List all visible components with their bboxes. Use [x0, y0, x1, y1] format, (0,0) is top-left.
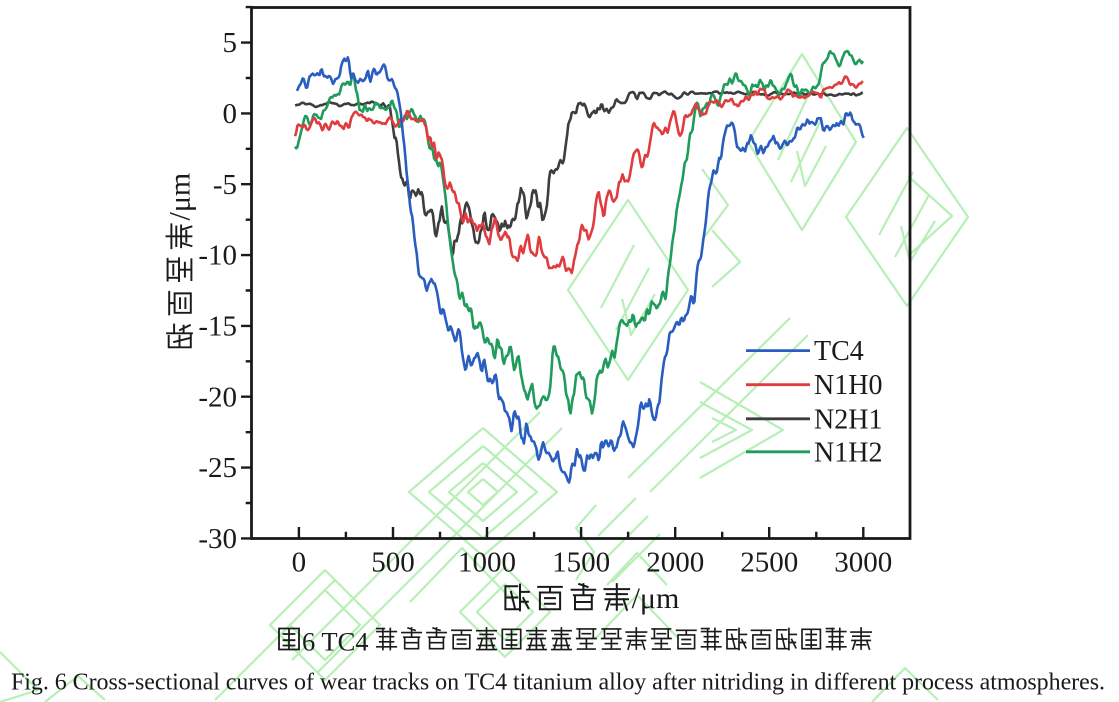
svg-text:0: 0	[292, 547, 307, 579]
svg-text:500: 500	[371, 547, 415, 579]
svg-text:0: 0	[223, 98, 238, 130]
svg-text:Fig. 6 Cross-sectional curves: Fig. 6 Cross-sectional curves of wear tr…	[11, 670, 1105, 696]
svg-text:N2H1: N2H1	[814, 404, 882, 435]
svg-text:-25: -25	[198, 452, 237, 484]
svg-text:3000: 3000	[834, 547, 892, 579]
svg-text:N1H0: N1H0	[814, 370, 882, 401]
svg-text:1500: 1500	[552, 547, 610, 579]
svg-text:-10: -10	[198, 240, 237, 272]
svg-text:6 TC4: 6 TC4	[302, 627, 369, 657]
svg-text:-5: -5	[213, 169, 237, 201]
svg-text:2000: 2000	[646, 547, 704, 579]
svg-text:2500: 2500	[740, 547, 798, 579]
svg-text:/μm: /μm	[632, 582, 680, 615]
svg-text:1000: 1000	[458, 547, 516, 579]
svg-text:-15: -15	[198, 311, 237, 343]
svg-text:-20: -20	[198, 381, 237, 413]
svg-text:-30: -30	[198, 523, 237, 555]
svg-text:TC4: TC4	[814, 336, 864, 367]
svg-text:/μm: /μm	[164, 173, 197, 221]
svg-text:N1H2: N1H2	[814, 437, 882, 468]
svg-text:5: 5	[223, 27, 238, 59]
